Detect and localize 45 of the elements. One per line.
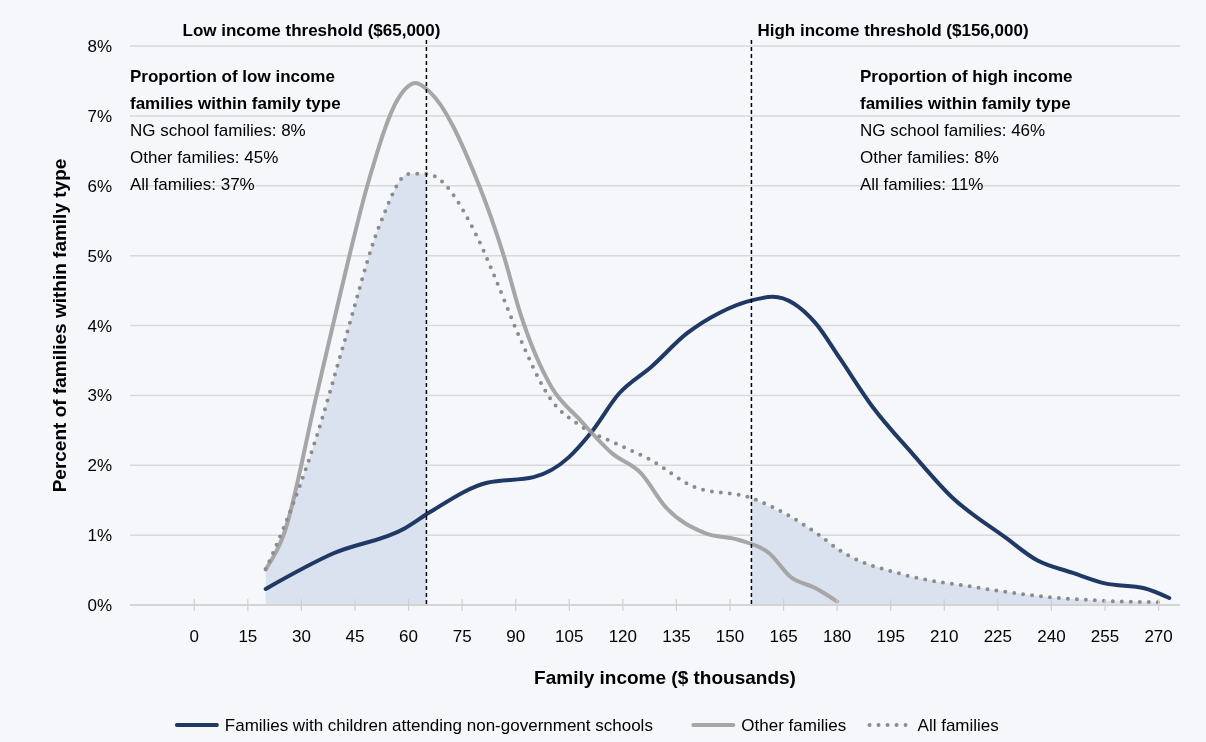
x-tick-label: 255 bbox=[1090, 627, 1120, 646]
x-tick-label: 60 bbox=[399, 627, 419, 646]
y-tick-label: 8% bbox=[87, 37, 112, 56]
annotation: All families: 11% bbox=[860, 175, 984, 194]
annotation: NG school families: 8% bbox=[130, 121, 306, 140]
y-tick-label: 4% bbox=[87, 316, 112, 336]
x-tick-label: 180 bbox=[822, 627, 852, 646]
y-tick-label: 0% bbox=[87, 596, 112, 615]
x-tick-label: 270 bbox=[1144, 627, 1173, 646]
annotation: NG school families: 46% bbox=[860, 121, 1046, 140]
y-tick-label: 1% bbox=[87, 526, 112, 546]
x-tick-label: 45 bbox=[345, 627, 365, 646]
ref-line-label: High income threshold ($156,000) bbox=[757, 21, 1029, 40]
y-tick-label: 5% bbox=[87, 246, 112, 266]
line-series bbox=[263, 294, 1172, 601]
line-series bbox=[263, 171, 1161, 605]
annotation: All families: 37% bbox=[130, 175, 255, 194]
annotation: Other families: 45% bbox=[130, 148, 279, 167]
x-tick-label: 165 bbox=[769, 627, 798, 646]
x-tick-label: 225 bbox=[983, 627, 1013, 646]
legend-label: All families bbox=[917, 716, 999, 735]
x-tick-label: 30 bbox=[291, 627, 311, 646]
x-axis-title: Family income ($ thousands) bbox=[534, 667, 796, 688]
x-tick-label: 75 bbox=[452, 627, 472, 646]
x-tick-label: 195 bbox=[876, 627, 905, 646]
legend-label: Families with children attending non-government schools bbox=[224, 716, 653, 735]
annotation: Proportion of high income families within family type bbox=[860, 67, 1073, 113]
x-tick-label: 90 bbox=[506, 627, 526, 646]
x-tick-label: 15 bbox=[238, 627, 258, 646]
annotation: Proportion of low income families within family type bbox=[130, 67, 341, 113]
y-tick-label: 2% bbox=[87, 456, 112, 476]
x-tick-label: 150 bbox=[715, 627, 745, 646]
x-tick-label: 0 bbox=[189, 627, 200, 646]
x-tick-label: 120 bbox=[608, 627, 638, 646]
x-tick-label: 135 bbox=[662, 627, 691, 646]
annotation: Other families: 8% bbox=[860, 148, 999, 167]
y-tick-label: 3% bbox=[87, 386, 112, 406]
x-tick-label: 105 bbox=[555, 627, 584, 646]
ref-line-label: Low income threshold ($65,000) bbox=[182, 21, 441, 40]
y-tick-label: 7% bbox=[87, 106, 112, 126]
y-axis-title: Percent of families within family type bbox=[49, 158, 70, 493]
legend-label: Other families bbox=[741, 716, 847, 735]
x-tick-label: 240 bbox=[1037, 627, 1066, 646]
y-tick-label: 6% bbox=[87, 176, 112, 196]
x-tick-label: 210 bbox=[930, 627, 959, 646]
